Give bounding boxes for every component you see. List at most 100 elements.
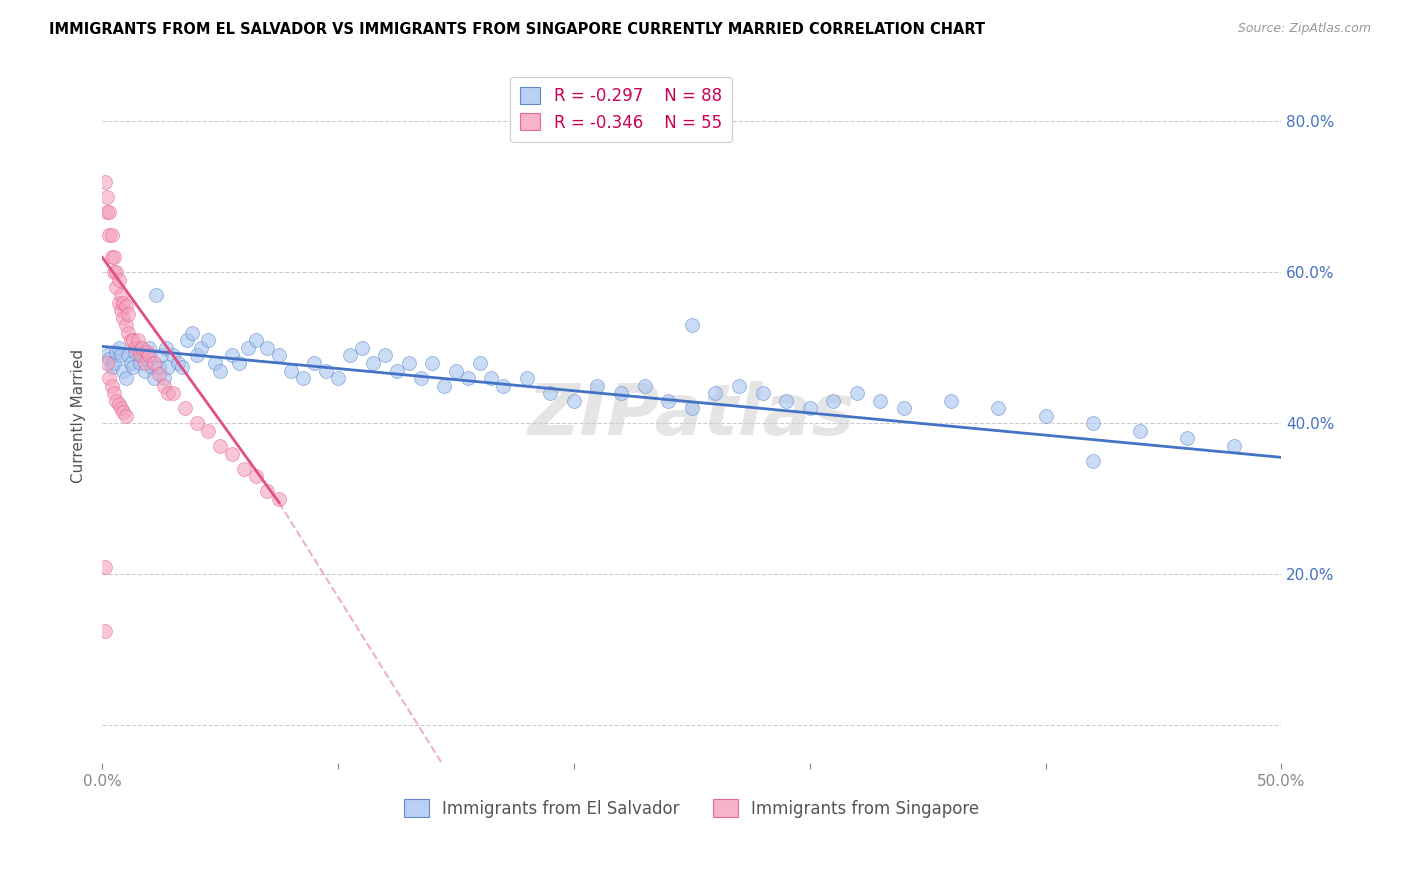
Point (444, 363, 467, 377)
Point (98, 371, 121, 385)
Point (363, 356, 385, 370)
Point (136, 352, 159, 367)
Point (114, 409, 136, 423)
Point (98, 352, 121, 367)
Point (131, 341, 153, 355)
Point (96, 348, 118, 362)
Point (134, 363, 156, 377)
Point (728, 378, 751, 392)
Point (114, 299, 136, 313)
Point (1175, 432, 1198, 446)
Point (105, 280, 128, 294)
Point (304, 356, 326, 370)
Point (186, 417, 208, 431)
Point (138, 348, 160, 362)
Point (173, 401, 195, 416)
Point (148, 368, 170, 382)
Point (350, 341, 373, 355)
Point (516, 371, 538, 385)
Point (96, 205, 118, 219)
Point (110, 401, 132, 416)
Point (162, 386, 184, 401)
Point (107, 273, 129, 287)
Point (107, 397, 129, 411)
Point (148, 359, 170, 374)
Point (479, 371, 502, 385)
Point (538, 386, 561, 401)
Point (152, 371, 174, 385)
Point (117, 307, 139, 321)
Point (245, 334, 267, 348)
Point (112, 310, 135, 325)
Point (186, 348, 208, 362)
Point (129, 356, 152, 370)
Point (197, 424, 219, 438)
Point (107, 341, 129, 355)
Point (96, 356, 118, 370)
Point (100, 359, 122, 374)
Point (180, 326, 202, 340)
Point (172, 359, 194, 374)
Point (117, 348, 139, 362)
Point (112, 405, 135, 419)
Point (1035, 409, 1057, 423)
Point (112, 363, 135, 377)
Point (422, 356, 444, 370)
Point (127, 334, 149, 348)
Point (267, 348, 290, 362)
Point (704, 386, 727, 401)
Point (129, 348, 152, 362)
Point (112, 295, 135, 310)
Point (190, 341, 212, 355)
Point (122, 334, 145, 348)
Point (657, 393, 679, 408)
Point (157, 386, 180, 401)
Point (98, 227, 121, 242)
Point (105, 344, 128, 359)
Point (110, 348, 132, 362)
Point (120, 334, 142, 348)
Point (409, 371, 432, 385)
Point (339, 348, 361, 362)
Point (143, 356, 166, 370)
Point (93, 624, 115, 638)
Point (987, 401, 1010, 416)
Point (127, 341, 149, 355)
Point (103, 265, 125, 279)
Point (291, 371, 314, 385)
Point (138, 341, 160, 355)
Point (100, 250, 122, 264)
Point (1081, 417, 1104, 431)
Y-axis label: Currently Married: Currently Married (72, 349, 86, 483)
Point (209, 363, 232, 377)
Point (162, 348, 184, 362)
Point (492, 378, 515, 392)
Point (267, 491, 290, 506)
Point (143, 371, 166, 385)
Point (256, 341, 278, 355)
Point (176, 334, 198, 348)
Point (103, 250, 125, 264)
Point (114, 371, 136, 385)
Point (845, 386, 868, 401)
Point (152, 378, 174, 392)
Point (1081, 454, 1104, 468)
Point (103, 356, 125, 370)
Point (134, 356, 156, 370)
Point (197, 334, 219, 348)
Point (562, 393, 585, 408)
Point (100, 378, 122, 392)
Point (114, 318, 136, 333)
Point (110, 288, 132, 302)
Point (751, 386, 773, 401)
Point (385, 363, 408, 377)
Point (124, 344, 146, 359)
Point (326, 371, 349, 385)
Point (155, 341, 177, 355)
Point (150, 348, 173, 362)
Point (98, 205, 121, 219)
Point (136, 344, 159, 359)
Point (1129, 424, 1152, 438)
Point (1223, 439, 1246, 453)
Point (256, 484, 278, 499)
